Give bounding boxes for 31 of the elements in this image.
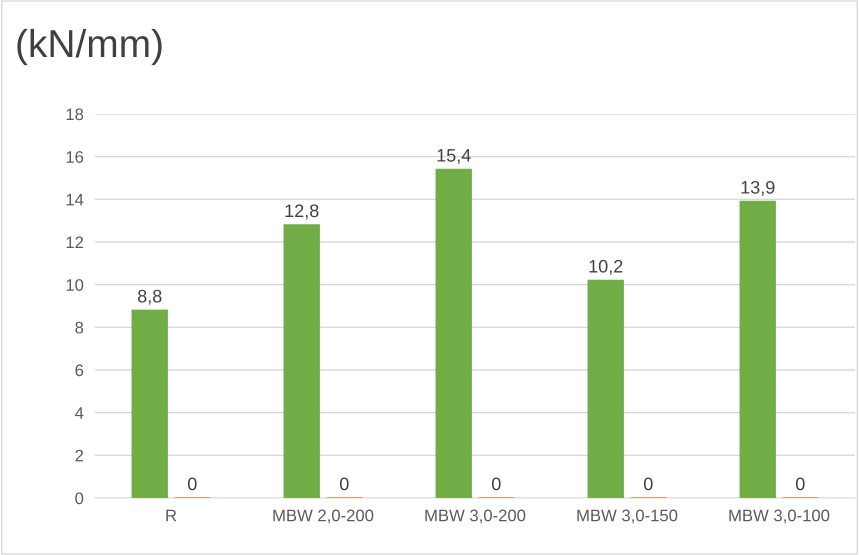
chart-title: (kN/mm) [17, 28, 162, 66]
y-tick-label: 6 [75, 364, 84, 376]
x-tick-label: MBW 3,0-150 [577, 510, 678, 524]
x-tick-label: R [166, 510, 176, 522]
y-tick-label: 4 [75, 407, 84, 419]
data-label: 10,2 [590, 260, 622, 275]
y-tick-label: 2 [75, 450, 84, 462]
x-tick-label: MBW 3,0-200 [425, 510, 526, 524]
y-tick-label: 16 [66, 151, 84, 163]
data-label: 0 [492, 477, 501, 490]
bar [740, 200, 776, 498]
y-tick-label: 8 [75, 322, 84, 334]
data-label: 0 [644, 477, 653, 490]
bar [436, 168, 472, 498]
data-label: 12,8 [286, 204, 319, 220]
data-label: 15,4 [438, 149, 471, 164]
y-tick-label: 0 [75, 492, 84, 504]
data-label: 0 [796, 477, 805, 490]
bar [132, 310, 168, 498]
x-tick-label: MBW 2,0-200 [273, 510, 374, 524]
data-label: 0 [340, 477, 349, 490]
x-tick-label: MBW 3,0-100 [729, 510, 830, 524]
data-label: 8,8 [138, 290, 162, 305]
y-tick-label: 14 [66, 194, 84, 206]
y-tick-label: 18 [66, 108, 84, 120]
y-tick-label: 12 [66, 236, 84, 248]
bar [284, 224, 320, 498]
data-label: 13,9 [742, 180, 774, 196]
y-tick-label: 10 [66, 279, 84, 291]
data-label: 0 [188, 477, 197, 490]
bar [588, 280, 624, 498]
